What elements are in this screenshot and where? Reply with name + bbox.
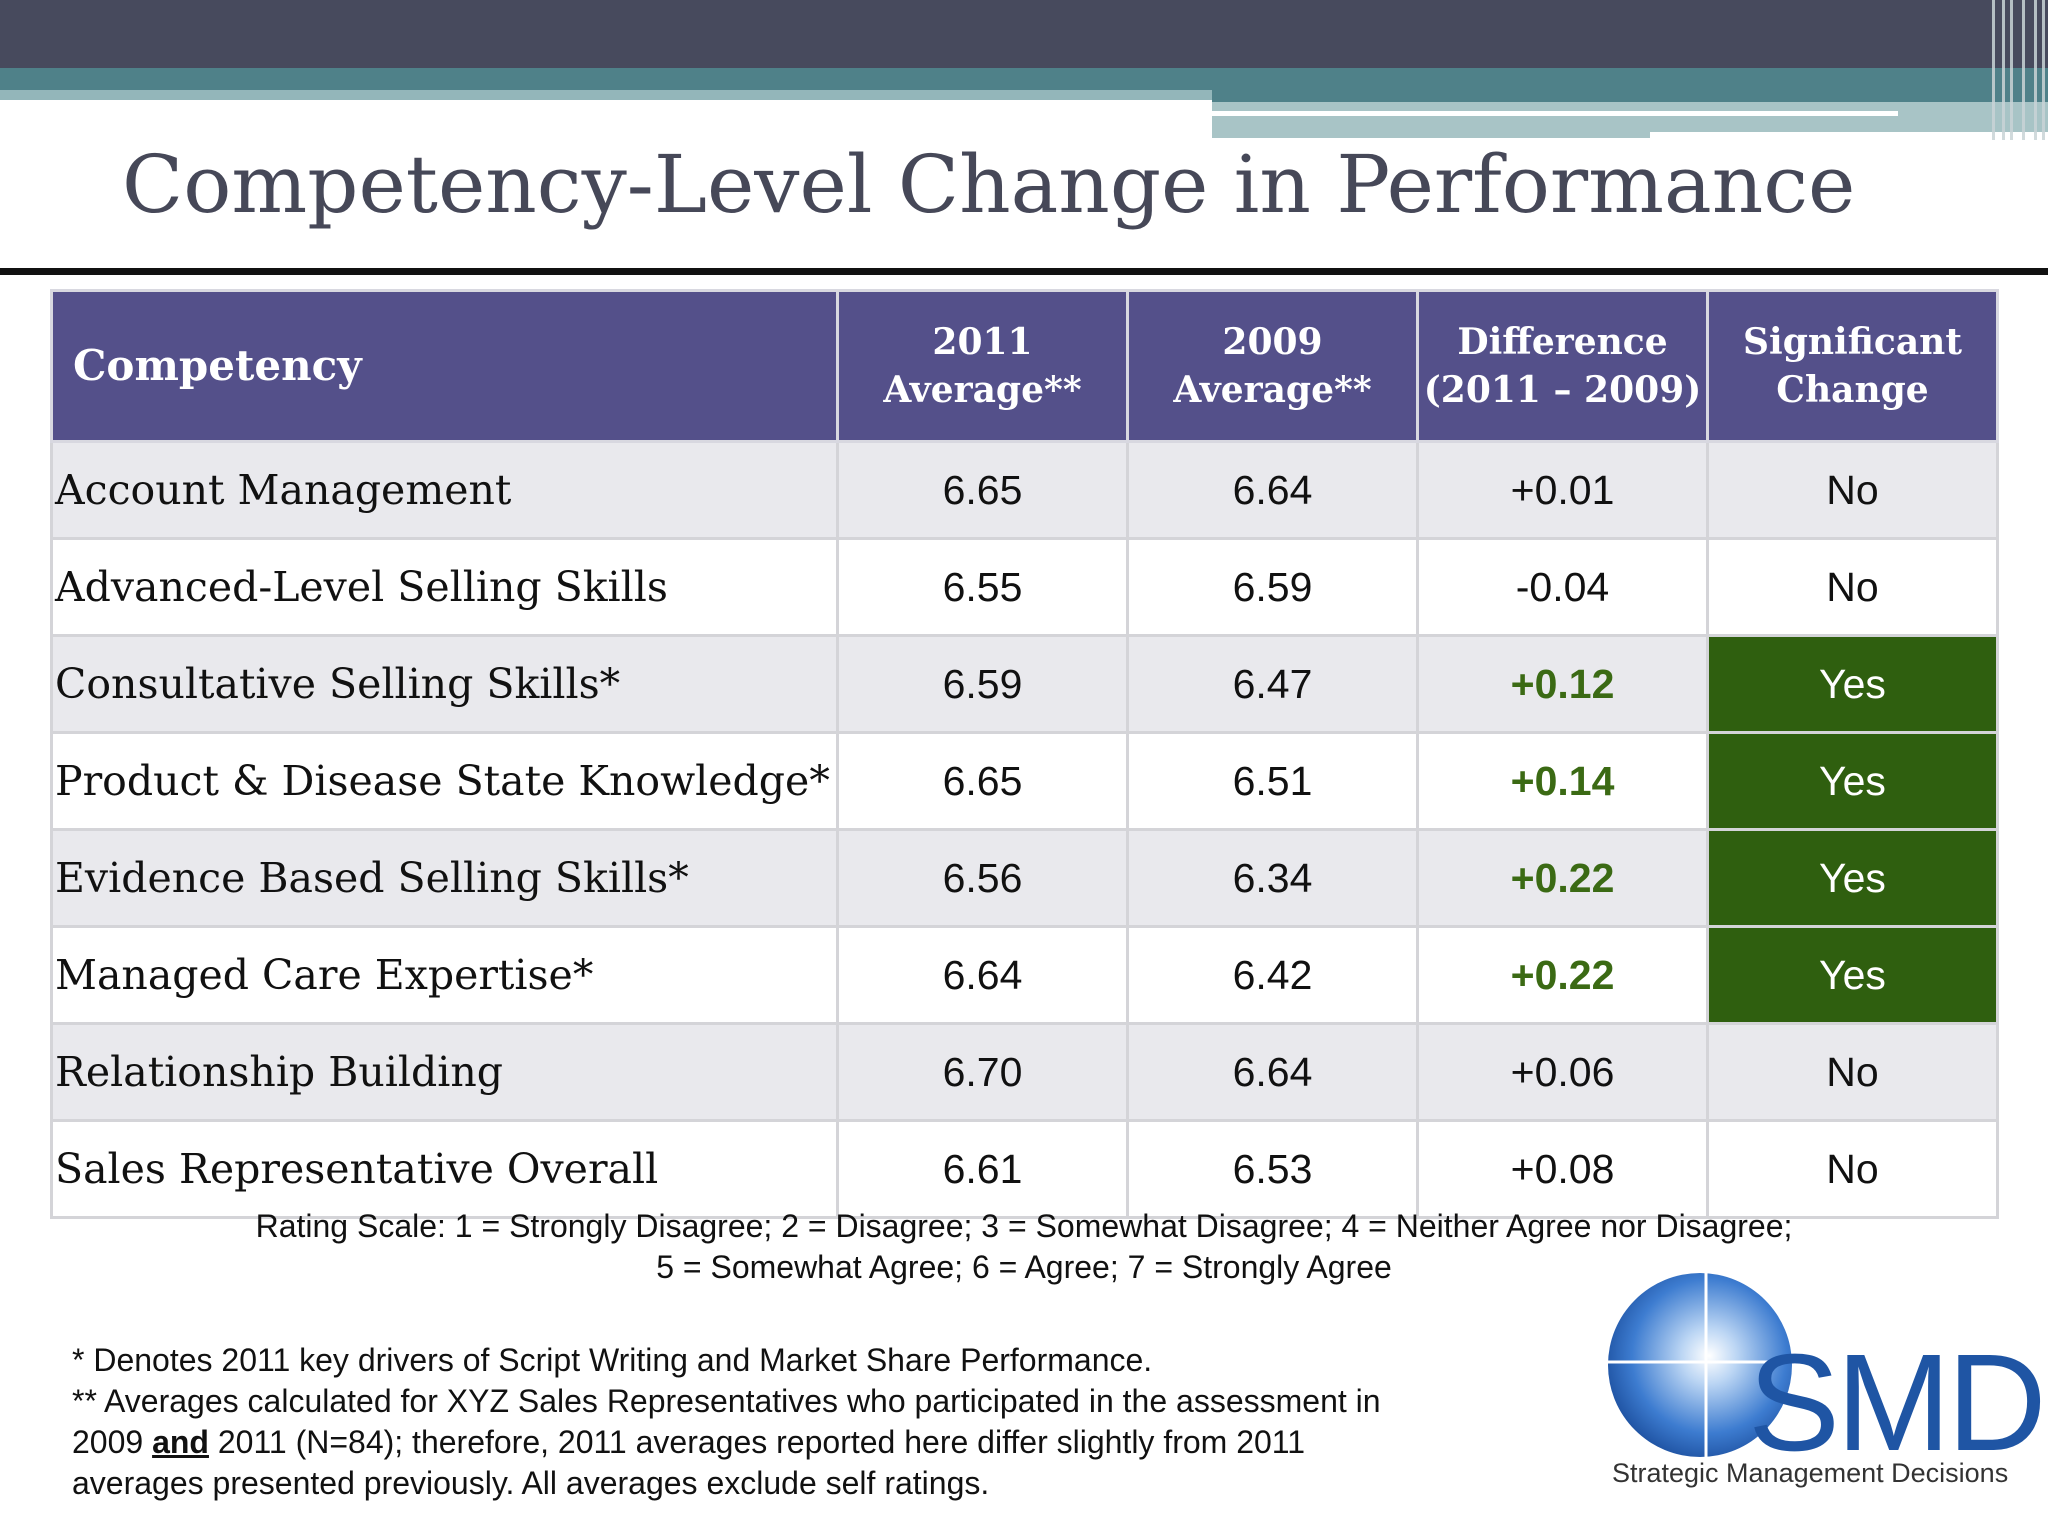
- competency-cell: Managed Care Expertise*: [50, 925, 839, 1025]
- avg-2009-cell: 6.64: [1126, 440, 1419, 540]
- avg-2011-cell: 6.65: [836, 440, 1129, 540]
- footnote-averages-line1: ** Averages calculated for XYZ Sales Rep…: [72, 1383, 1381, 1419]
- avg-2009-cell: 6.64: [1126, 1022, 1419, 1122]
- header-difference-line2: (2011 – 2009): [1423, 369, 1702, 411]
- table-header-row: Competency 2011 Average** 2009 Average**…: [50, 289, 1999, 443]
- header-2011-average-line2: Average**: [883, 369, 1082, 411]
- avg-2011-cell: 6.65: [836, 731, 1129, 831]
- significant-cell: No: [1706, 1022, 1999, 1122]
- significant-cell: Yes: [1706, 925, 1999, 1025]
- top-banner-teal-light: [0, 90, 1212, 100]
- footnote-key-drivers: * Denotes 2011 key drivers of Script Wri…: [72, 1342, 1153, 1378]
- significant-cell: Yes: [1706, 634, 1999, 734]
- rating-scale: Rating Scale: 1 = Strongly Disagree; 2 =…: [50, 1206, 1998, 1288]
- difference-cell: +0.14: [1416, 731, 1709, 831]
- difference-cell: +0.12: [1416, 634, 1709, 734]
- top-banner-teal: [0, 68, 2048, 90]
- header-significant-line2: Change: [1776, 369, 1929, 411]
- difference-cell: +0.22: [1416, 925, 1709, 1025]
- competency-cell: Product & Disease State Knowledge*: [50, 731, 839, 831]
- rating-scale-line1: Rating Scale: 1 = Strongly Disagree; 2 =…: [255, 1208, 1793, 1244]
- header-2011-average: 2011 Average**: [836, 289, 1129, 443]
- avg-2009-cell: 6.34: [1126, 828, 1419, 928]
- table-row: Account Management 6.65 6.64 +0.01 No: [50, 440, 1999, 540]
- top-banner-dark: [0, 0, 2048, 68]
- competency-cell: Account Management: [50, 440, 839, 540]
- competency-cell: Advanced-Level Selling Skills: [50, 537, 839, 637]
- header-difference-line1: Difference: [1457, 321, 1668, 363]
- header-2011-average-line1: 2011: [932, 321, 1033, 363]
- difference-cell: -0.04: [1416, 537, 1709, 637]
- footnote-text: 2009: [72, 1424, 153, 1460]
- significant-cell: No: [1706, 440, 1999, 540]
- avg-2011-cell: 6.56: [836, 828, 1129, 928]
- header-significant-line1: Significant: [1743, 321, 1962, 363]
- header-competency: Competency: [50, 289, 839, 443]
- logo-subtitle: Strategic Management Decisions: [1612, 1458, 2009, 1488]
- avg-2011-cell: 6.70: [836, 1022, 1129, 1122]
- top-banner-teal-right: [1212, 90, 2048, 102]
- page-title: Competency-Level Change in Performance: [122, 138, 1856, 231]
- table-row: Managed Care Expertise* 6.64 6.42 +0.22 …: [50, 925, 1999, 1025]
- footnotes: * Denotes 2011 key drivers of Script Wri…: [72, 1340, 1492, 1504]
- significant-cell: No: [1706, 537, 1999, 637]
- title-divider: [0, 268, 2048, 275]
- avg-2011-cell: 6.55: [836, 537, 1129, 637]
- footnote-averages-line3: averages presented previously. All avera…: [72, 1465, 990, 1501]
- avg-2009-cell: 6.47: [1126, 634, 1419, 734]
- avg-2009-cell: 6.51: [1126, 731, 1419, 831]
- table-row: Relationship Building 6.70 6.64 +0.06 No: [50, 1022, 1999, 1122]
- smd-logo: SMD: [1600, 1270, 2047, 1500]
- avg-2009-cell: 6.59: [1126, 537, 1419, 637]
- logo-wordmark: SMD: [1748, 1326, 2047, 1480]
- avg-2009-cell: 6.42: [1126, 925, 1419, 1025]
- header-significant-change: Significant Change: [1706, 289, 1999, 443]
- competency-cell: Relationship Building: [50, 1022, 839, 1122]
- footnote-emphasis: and: [152, 1424, 209, 1460]
- rating-scale-line2: 5 = Somewhat Agree; 6 = Agree; 7 = Stron…: [656, 1249, 1392, 1285]
- footnote-text: 2011 (N=84); therefore, 2011 averages re…: [208, 1424, 1306, 1460]
- significant-cell: Yes: [1706, 731, 1999, 831]
- top-banner-line: [1212, 111, 1898, 116]
- table-row: Evidence Based Selling Skills* 6.56 6.34…: [50, 828, 1999, 928]
- globe-crosshair-icon: [1608, 1273, 1792, 1457]
- header-2009-average: 2009 Average**: [1126, 289, 1419, 443]
- competency-cell: Evidence Based Selling Skills*: [50, 828, 839, 928]
- avg-2011-cell: 6.59: [836, 634, 1129, 734]
- avg-2011-cell: 6.64: [836, 925, 1129, 1025]
- table-row: Advanced-Level Selling Skills 6.55 6.59 …: [50, 537, 1999, 637]
- decorative-stripes: [1988, 0, 2048, 140]
- footnote-averages-line2: 2009 and 2011 (N=84); therefore, 2011 av…: [72, 1422, 1492, 1463]
- header-2009-average-line1: 2009: [1222, 321, 1323, 363]
- table-row: Product & Disease State Knowledge* 6.65 …: [50, 731, 1999, 831]
- avg-2011-cell: 6.61: [836, 1119, 1129, 1219]
- significant-cell: Yes: [1706, 828, 1999, 928]
- competency-cell: Consultative Selling Skills*: [50, 634, 839, 734]
- table-row: Sales Representative Overall 6.61 6.53 +…: [50, 1119, 1999, 1219]
- difference-cell: +0.22: [1416, 828, 1709, 928]
- difference-cell: +0.06: [1416, 1022, 1709, 1122]
- difference-cell: +0.01: [1416, 440, 1709, 540]
- top-banner-gap: [1650, 132, 2048, 140]
- significant-cell: No: [1706, 1119, 1999, 1219]
- avg-2009-cell: 6.53: [1126, 1119, 1419, 1219]
- table-row: Consultative Selling Skills* 6.59 6.47 +…: [50, 634, 1999, 734]
- competency-table: Competency 2011 Average** 2009 Average**…: [50, 289, 1999, 1219]
- competency-cell: Sales Representative Overall: [50, 1119, 839, 1219]
- header-2009-average-line2: Average**: [1173, 369, 1372, 411]
- difference-cell: +0.08: [1416, 1119, 1709, 1219]
- header-difference: Difference (2011 – 2009): [1416, 289, 1709, 443]
